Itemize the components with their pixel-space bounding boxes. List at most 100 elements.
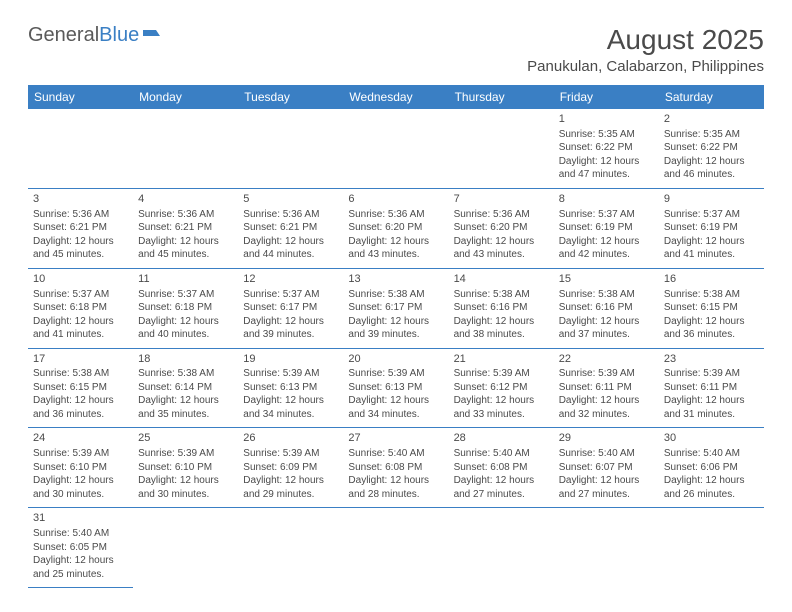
day-cell: 25Sunrise: 5:39 AMSunset: 6:10 PMDayligh… xyxy=(133,428,238,508)
daylight-line: Daylight: 12 hours and 45 minutes. xyxy=(33,235,128,262)
sunset-line: Sunset: 6:08 PM xyxy=(348,461,443,475)
calendar-page: GeneralBlue August 2025 Panukulan, Calab… xyxy=(0,0,792,612)
day-number: 13 xyxy=(348,272,443,287)
sunrise-line: Sunrise: 5:36 AM xyxy=(138,208,233,222)
daylight-line: Daylight: 12 hours and 34 minutes. xyxy=(243,394,338,421)
day-cell: 7Sunrise: 5:36 AMSunset: 6:20 PMDaylight… xyxy=(449,188,554,268)
daylight-line: Daylight: 12 hours and 43 minutes. xyxy=(348,235,443,262)
sunrise-line: Sunrise: 5:37 AM xyxy=(138,288,233,302)
sunrise-line: Sunrise: 5:39 AM xyxy=(33,447,128,461)
day-cell: 28Sunrise: 5:40 AMSunset: 6:08 PMDayligh… xyxy=(449,428,554,508)
day-cell: 29Sunrise: 5:40 AMSunset: 6:07 PMDayligh… xyxy=(554,428,659,508)
logo-flag-icon xyxy=(142,28,164,44)
day-cell: 21Sunrise: 5:39 AMSunset: 6:12 PMDayligh… xyxy=(449,348,554,428)
sunrise-line: Sunrise: 5:39 AM xyxy=(348,367,443,381)
day-number: 31 xyxy=(33,511,128,526)
daylight-line: Daylight: 12 hours and 41 minutes. xyxy=(33,315,128,342)
day-info: Sunrise: 5:40 AMSunset: 6:06 PMDaylight:… xyxy=(664,447,759,501)
title-block: August 2025 Panukulan, Calabarzon, Phili… xyxy=(527,24,764,81)
daylight-line: Daylight: 12 hours and 46 minutes. xyxy=(664,155,759,182)
daylight-line: Daylight: 12 hours and 25 minutes. xyxy=(33,554,128,581)
empty-cell xyxy=(343,109,448,188)
day-info: Sunrise: 5:37 AMSunset: 6:18 PMDaylight:… xyxy=(33,288,128,342)
day-number: 19 xyxy=(243,352,338,367)
empty-cell xyxy=(238,508,343,588)
day-cell: 30Sunrise: 5:40 AMSunset: 6:06 PMDayligh… xyxy=(659,428,764,508)
day-number: 3 xyxy=(33,192,128,207)
calendar-table: SundayMondayTuesdayWednesdayThursdayFrid… xyxy=(28,85,764,588)
day-info: Sunrise: 5:40 AMSunset: 6:07 PMDaylight:… xyxy=(559,447,654,501)
daylight-line: Daylight: 12 hours and 38 minutes. xyxy=(454,315,549,342)
sunset-line: Sunset: 6:20 PM xyxy=(454,221,549,235)
day-cell: 20Sunrise: 5:39 AMSunset: 6:13 PMDayligh… xyxy=(343,348,448,428)
day-info: Sunrise: 5:36 AMSunset: 6:20 PMDaylight:… xyxy=(454,208,549,262)
day-info: Sunrise: 5:38 AMSunset: 6:15 PMDaylight:… xyxy=(33,367,128,421)
day-number: 7 xyxy=(454,192,549,207)
day-cell: 11Sunrise: 5:37 AMSunset: 6:18 PMDayligh… xyxy=(133,268,238,348)
day-cell: 8Sunrise: 5:37 AMSunset: 6:19 PMDaylight… xyxy=(554,188,659,268)
calendar-row: 1 Sunrise: 5:35 AMSunset: 6:22 PMDaylight… xyxy=(28,109,764,188)
empty-cell xyxy=(133,109,238,188)
day-info: Sunrise: 5:36 AMSunset: 6:21 PMDaylight:… xyxy=(33,208,128,262)
weekday-header: Monday xyxy=(133,85,238,109)
weekday-header: Thursday xyxy=(449,85,554,109)
day-number: 16 xyxy=(664,272,759,287)
day-cell: 31Sunrise: 5:40 AMSunset: 6:05 PMDayligh… xyxy=(28,508,133,588)
day-number: 18 xyxy=(138,352,233,367)
day-cell: 18Sunrise: 5:38 AMSunset: 6:14 PMDayligh… xyxy=(133,348,238,428)
daylight-line: Daylight: 12 hours and 32 minutes. xyxy=(559,394,654,421)
day-cell: 13Sunrise: 5:38 AMSunset: 6:17 PMDayligh… xyxy=(343,268,448,348)
daylight-line: Daylight: 12 hours and 39 minutes. xyxy=(348,315,443,342)
day-number: 23 xyxy=(664,352,759,367)
day-cell: 1Sunrise: 5:35 AMSunset: 6:22 PMDaylight… xyxy=(554,109,659,188)
day-info: Sunrise: 5:37 AMSunset: 6:19 PMDaylight:… xyxy=(664,208,759,262)
empty-cell xyxy=(133,508,238,588)
day-info: Sunrise: 5:37 AMSunset: 6:17 PMDaylight:… xyxy=(243,288,338,342)
sunset-line: Sunset: 6:10 PM xyxy=(33,461,128,475)
sunset-line: Sunset: 6:20 PM xyxy=(348,221,443,235)
logo: GeneralBlue xyxy=(28,24,164,47)
day-info: Sunrise: 5:39 AMSunset: 6:13 PMDaylight:… xyxy=(348,367,443,421)
day-info: Sunrise: 5:35 AMSunset: 6:22 PMDaylight:… xyxy=(664,128,759,182)
logo-text-2: Blue xyxy=(99,24,139,47)
sunrise-line: Sunrise: 5:38 AM xyxy=(348,288,443,302)
daylight-line: Daylight: 12 hours and 41 minutes. xyxy=(664,235,759,262)
sunrise-line: Sunrise: 5:40 AM xyxy=(33,527,128,541)
day-cell: 12Sunrise: 5:37 AMSunset: 6:17 PMDayligh… xyxy=(238,268,343,348)
calendar-row: 3Sunrise: 5:36 AMSunset: 6:21 PMDaylight… xyxy=(28,188,764,268)
sunrise-line: Sunrise: 5:36 AM xyxy=(243,208,338,222)
sunrise-line: Sunrise: 5:39 AM xyxy=(243,367,338,381)
sunrise-line: Sunrise: 5:37 AM xyxy=(664,208,759,222)
sunrise-line: Sunrise: 5:38 AM xyxy=(33,367,128,381)
day-info: Sunrise: 5:39 AMSunset: 6:10 PMDaylight:… xyxy=(138,447,233,501)
daylight-line: Daylight: 12 hours and 40 minutes. xyxy=(138,315,233,342)
sunset-line: Sunset: 6:15 PM xyxy=(664,301,759,315)
day-number: 21 xyxy=(454,352,549,367)
day-info: Sunrise: 5:37 AMSunset: 6:19 PMDaylight:… xyxy=(559,208,654,262)
empty-cell xyxy=(659,508,764,588)
day-info: Sunrise: 5:38 AMSunset: 6:16 PMDaylight:… xyxy=(454,288,549,342)
daylight-line: Daylight: 12 hours and 30 minutes. xyxy=(33,474,128,501)
sunrise-line: Sunrise: 5:40 AM xyxy=(559,447,654,461)
logo-text-1: General xyxy=(28,24,99,47)
daylight-line: Daylight: 12 hours and 31 minutes. xyxy=(664,394,759,421)
sunset-line: Sunset: 6:21 PM xyxy=(243,221,338,235)
sunrise-line: Sunrise: 5:39 AM xyxy=(243,447,338,461)
sunrise-line: Sunrise: 5:37 AM xyxy=(33,288,128,302)
daylight-line: Daylight: 12 hours and 44 minutes. xyxy=(243,235,338,262)
sunset-line: Sunset: 6:15 PM xyxy=(33,381,128,395)
day-number: 8 xyxy=(559,192,654,207)
day-cell: 16Sunrise: 5:38 AMSunset: 6:15 PMDayligh… xyxy=(659,268,764,348)
day-info: Sunrise: 5:39 AMSunset: 6:12 PMDaylight:… xyxy=(454,367,549,421)
calendar-row: 10Sunrise: 5:37 AMSunset: 6:18 PMDayligh… xyxy=(28,268,764,348)
sunrise-line: Sunrise: 5:36 AM xyxy=(33,208,128,222)
day-cell: 10Sunrise: 5:37 AMSunset: 6:18 PMDayligh… xyxy=(28,268,133,348)
weekday-header: Wednesday xyxy=(343,85,448,109)
daylight-line: Daylight: 12 hours and 29 minutes. xyxy=(243,474,338,501)
weekday-header: Saturday xyxy=(659,85,764,109)
sunrise-line: Sunrise: 5:36 AM xyxy=(454,208,549,222)
day-number: 1 xyxy=(559,112,654,127)
sunset-line: Sunset: 6:06 PM xyxy=(664,461,759,475)
sunrise-line: Sunrise: 5:40 AM xyxy=(664,447,759,461)
day-info: Sunrise: 5:39 AMSunset: 6:13 PMDaylight:… xyxy=(243,367,338,421)
